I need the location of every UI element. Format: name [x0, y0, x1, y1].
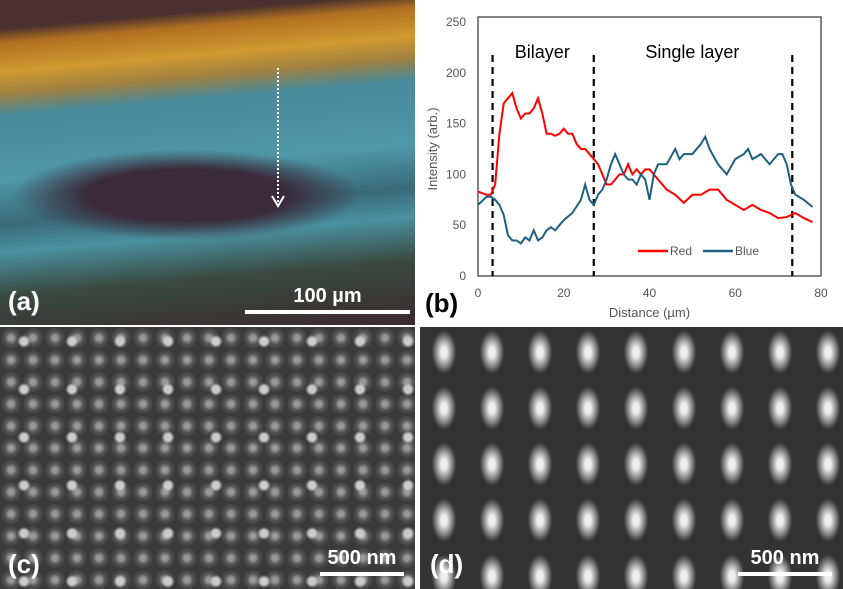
panel-label-d: (d): [430, 549, 464, 579]
intensity-chart: 0 50 100 150 200 250 0 20 40 60 80 Distance (µm) Int…: [425, 15, 828, 320]
scale-label: 500 nm: [327, 547, 397, 569]
series-line-red: [477, 91, 813, 224]
y-tick-label: 0: [459, 269, 466, 283]
y-tick-label: 150: [446, 117, 466, 131]
y-axis-label: Intensity (arb.): [425, 107, 440, 190]
y-tick-label: 50: [453, 218, 467, 232]
series-line-blue: [477, 134, 814, 245]
x-tick-label: 80: [814, 286, 828, 300]
scale-bar-d: 500 nm: [738, 547, 832, 576]
scale-label: 100 µm: [293, 285, 362, 307]
sem-image-c: (c) 500 nm: [0, 327, 415, 589]
y-tick-label: 250: [446, 15, 466, 29]
panel-label-a: (a): [8, 286, 40, 316]
panel-label-b: (b): [425, 288, 459, 318]
y-tick-label: 200: [446, 66, 466, 80]
sem-image-d: (d) 500 nm: [420, 327, 843, 589]
scale-bar-c: 500 nm: [320, 547, 404, 576]
scale-bar-a: 100 µm: [245, 285, 410, 314]
x-tick-label: 60: [729, 286, 743, 300]
arrow-icon: [271, 68, 285, 208]
region-annotation: Bilayer: [515, 42, 570, 62]
x-axis-label: Distance (µm): [609, 305, 690, 320]
region-annotation: Single layer: [645, 42, 739, 62]
x-tick-label: 20: [557, 286, 571, 300]
legend-label: Blue: [735, 244, 759, 258]
legend-label: Red: [670, 244, 692, 258]
optical-micrograph: (a) 100 µm: [0, 0, 415, 325]
y-tick-label: 100: [446, 167, 466, 181]
plot-frame: [477, 16, 822, 277]
x-tick-label: 0: [475, 286, 482, 300]
x-tick-label: 40: [643, 286, 657, 300]
panel-label-c: (c): [8, 549, 40, 579]
scale-label: 500 nm: [750, 547, 820, 569]
